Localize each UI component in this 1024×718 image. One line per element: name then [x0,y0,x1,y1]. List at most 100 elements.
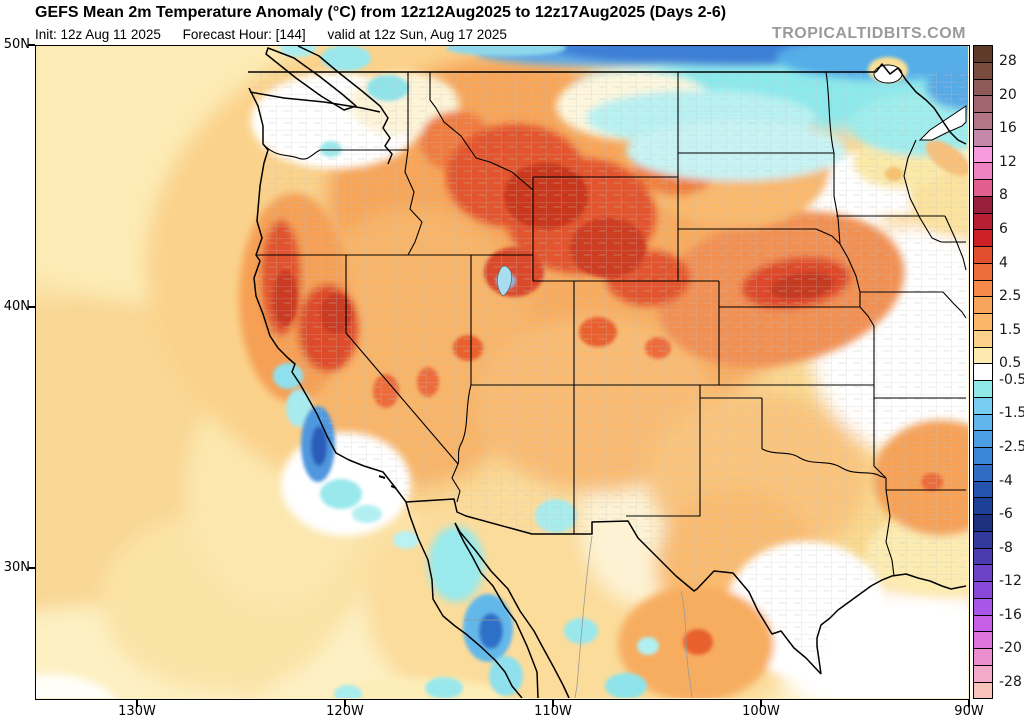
colorbar [973,45,993,699]
colorbar-cell [974,61,992,79]
site-watermark: TROPICALTIDBITS.COM [771,25,966,42]
colorbar-cell [974,413,992,431]
colorbar-label: -6 [999,506,1013,523]
anomaly-blob [446,46,566,56]
colorbar-cell [974,363,992,380]
colorbar-cell [974,246,992,263]
anomaly-blob [326,678,506,698]
lon-tick-label: 120W [326,704,364,718]
colorbar-cell [974,229,992,246]
colorbar-label: 2.5 [999,288,1022,305]
lake-superior [918,105,967,141]
anomaly-blob [637,637,659,655]
colorbar-cell [974,329,992,347]
colorbar-label: 4 [999,254,1008,271]
colorbar-label: 8 [999,187,1008,204]
colorbar-cell [974,664,992,682]
anomaly-blob [36,674,116,698]
anomaly-blob [280,46,316,57]
lat-tick-label: 50N [3,37,30,52]
lat-tick-label: 30N [3,560,30,575]
lat-tick-label: 40N [3,299,30,314]
colorbar-cell [974,463,992,481]
lat-tick-mark [28,44,35,46]
colorbar-cell [974,447,992,464]
colorbar-cell [974,296,992,313]
colorbar-cell [974,430,992,447]
valid-time: valid at 12z Sun, Aug 17 2025 [327,27,507,42]
state-borders [256,71,967,577]
anomaly-blob [393,531,419,549]
lon-tick-label: 90W [954,704,984,718]
colorbar-cell [974,95,992,112]
colorbar-cell [974,145,992,163]
colorbar-label: 20 [999,86,1017,103]
lon-tick-mark [136,700,138,707]
anomaly-blob [320,479,362,509]
colorbar-cell [974,212,992,230]
lon-tick-mark [968,700,970,707]
colorbar-label: -28 [999,673,1022,690]
colorbar-label: -8 [999,539,1013,556]
colorbar-cell [974,396,992,414]
lat-tick-mark [28,306,35,308]
colorbar-label: -2.5 [999,438,1024,455]
colorbar-cell [974,614,992,632]
colorbar-label: 0.5 [999,355,1022,372]
colorbar-label: -1.5 [999,405,1024,422]
map-canvas [35,45,970,700]
init-time: Init: 12z Aug 11 2025 [35,27,161,42]
colorbar-cell [974,380,992,397]
lon-tick-mark [344,700,346,707]
anomaly-blob [479,613,503,649]
colorbar-cell [974,112,992,129]
colorbar-cell [974,631,992,648]
colorbar-label: -16 [999,606,1022,623]
great-salt-lake [497,265,512,297]
forecast-hour: Forecast Hour: [144] [182,27,306,42]
page-title: GEFS Mean 2m Temperature Anomaly (°C) fr… [35,4,727,21]
colorbar-cell [974,78,992,96]
anomaly-blob [564,618,598,644]
colorbar-cell [974,681,992,699]
anomaly-blob [425,677,463,698]
colorbar-cell [974,346,992,364]
anomaly-blob [286,389,312,427]
colorbar-cell [974,497,992,514]
colorbar-label: 12 [999,153,1017,170]
colorbar-label: 16 [999,120,1017,137]
anomaly-blob [352,505,382,523]
anomaly-blob [683,629,713,655]
colorbar-cell [974,648,992,665]
colorbar-cell [974,195,992,213]
colorbar-cell [974,564,992,581]
colorbar-cell [974,179,992,196]
colorbar-label: -12 [999,573,1022,590]
colorbar-label: -4 [999,472,1013,489]
lon-tick-label: 130W [118,704,156,718]
colorbar-cell [974,514,992,531]
colorbar-cell [974,530,992,548]
colorbar-cell [974,262,992,280]
colorbar-cell [974,480,992,498]
colorbar-cell [974,128,992,146]
lon-tick-label: 100W [742,704,780,718]
colorbar-cell [974,597,992,615]
colorbar-cell [974,46,992,62]
colorbar-label: -0.5 [999,371,1024,388]
colorbar-label: 6 [999,220,1008,237]
colorbar-cell [974,547,992,565]
anomaly-blob [321,46,371,71]
anomaly-blob [311,426,327,466]
colorbar-cell [974,313,992,330]
forecast-meta: Init: 12z Aug 11 2025 Forecast Hour: [14… [35,27,525,42]
anomaly-blob [334,685,362,698]
colorbar-cell [974,162,992,179]
coastlines [248,46,967,698]
anomaly-blob [489,656,523,696]
lat-tick-mark [28,567,35,569]
colorbar-label: -20 [999,640,1022,657]
anomaly-blob [605,673,647,698]
colorbar-cell [974,279,992,297]
